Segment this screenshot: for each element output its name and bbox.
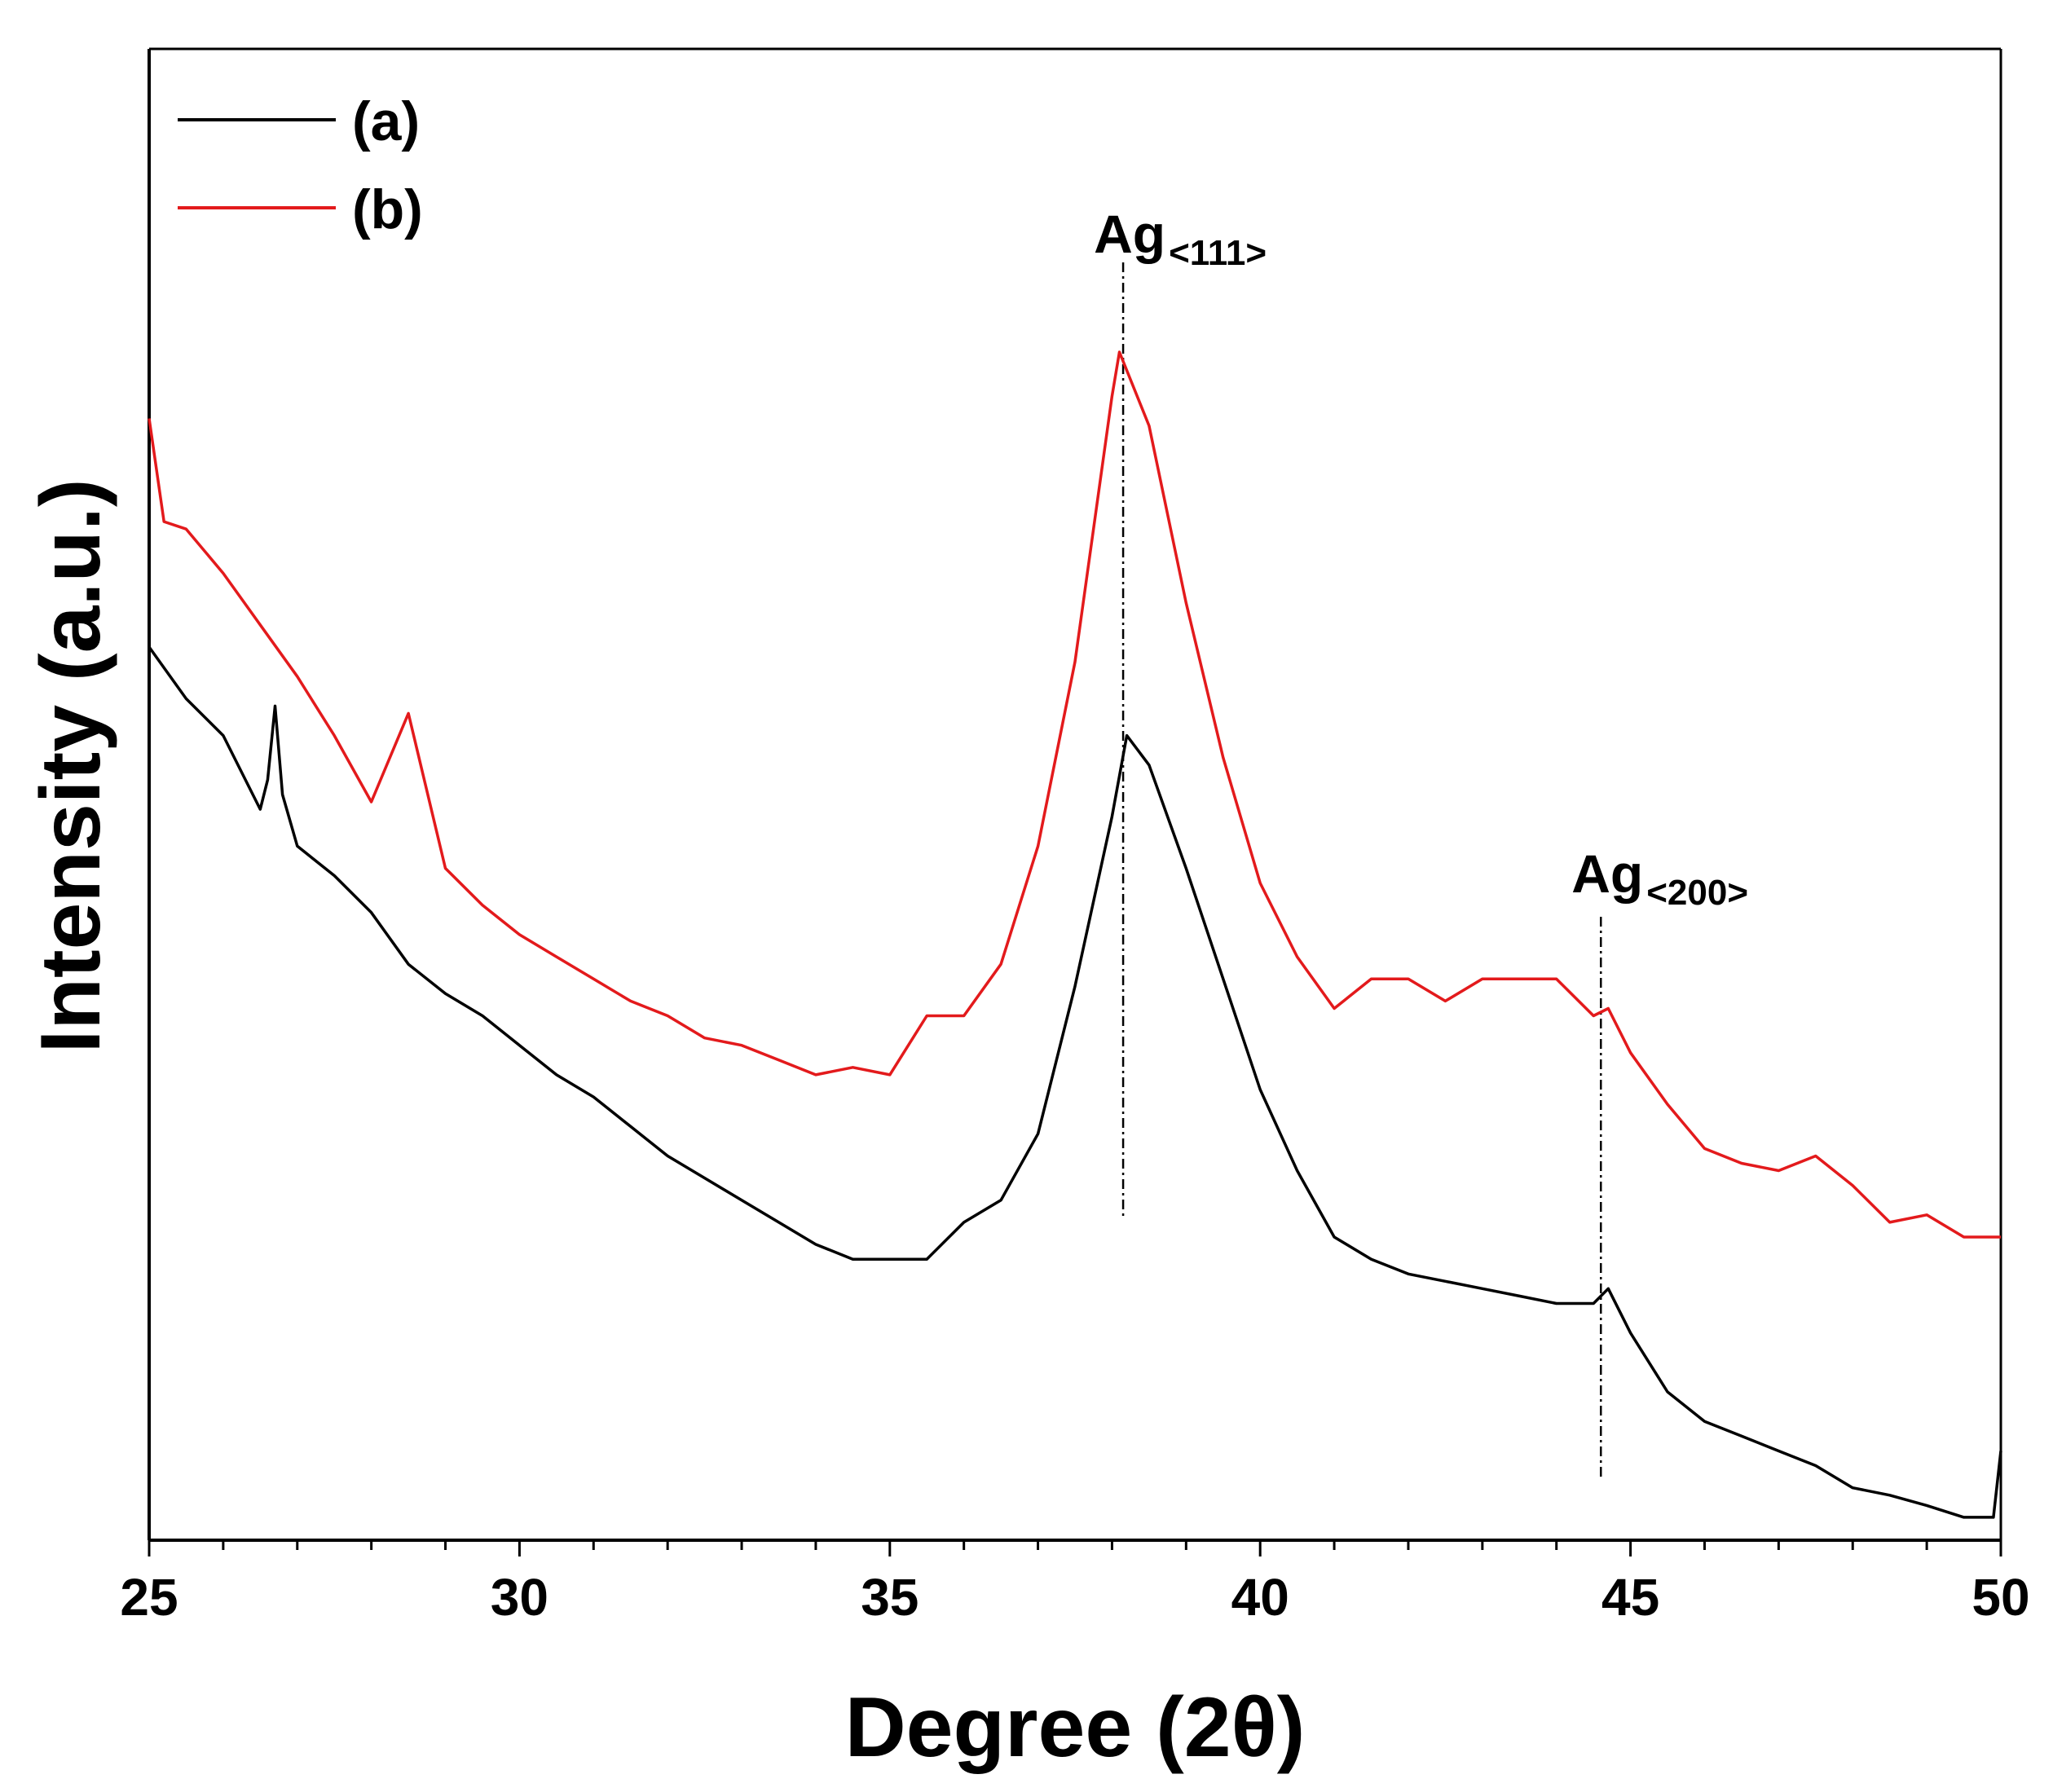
y-axis-title: Intensity (a.u.) xyxy=(24,479,118,1054)
x-ticks xyxy=(148,1540,2002,1556)
legend-label-b: (b) xyxy=(352,178,423,240)
series-line-b xyxy=(148,350,2001,1239)
legend-label-a: (a) xyxy=(352,90,420,152)
x-tick-label-50: 50 xyxy=(1971,1568,2029,1627)
x-tick-label-45: 45 xyxy=(1601,1568,1659,1627)
series-line-a xyxy=(148,645,2002,1519)
peak-label-200: Ag xyxy=(1571,843,1643,904)
x-axis-title: Degree (2θ) xyxy=(845,1680,1306,1775)
annotation-labels: Ag <111>Ag <200> xyxy=(1094,204,1748,913)
x-tick-label-30: 30 xyxy=(491,1568,548,1627)
annotation-lines xyxy=(1121,262,1602,1479)
series-group xyxy=(148,350,2002,1519)
x-tick-labels: 25 30 35 40 45 50 xyxy=(120,1568,2029,1627)
x-tick-label-35: 35 xyxy=(861,1568,919,1627)
peak-label-111: Ag xyxy=(1094,204,1165,264)
x-tick-label-25: 25 xyxy=(120,1568,178,1627)
x-tick-label-40: 40 xyxy=(1231,1568,1289,1627)
legend: (a) (b) xyxy=(178,90,423,240)
peak-label-sub-200: <200> xyxy=(1646,873,1748,913)
peak-label-sub-111: <111> xyxy=(1169,233,1267,273)
